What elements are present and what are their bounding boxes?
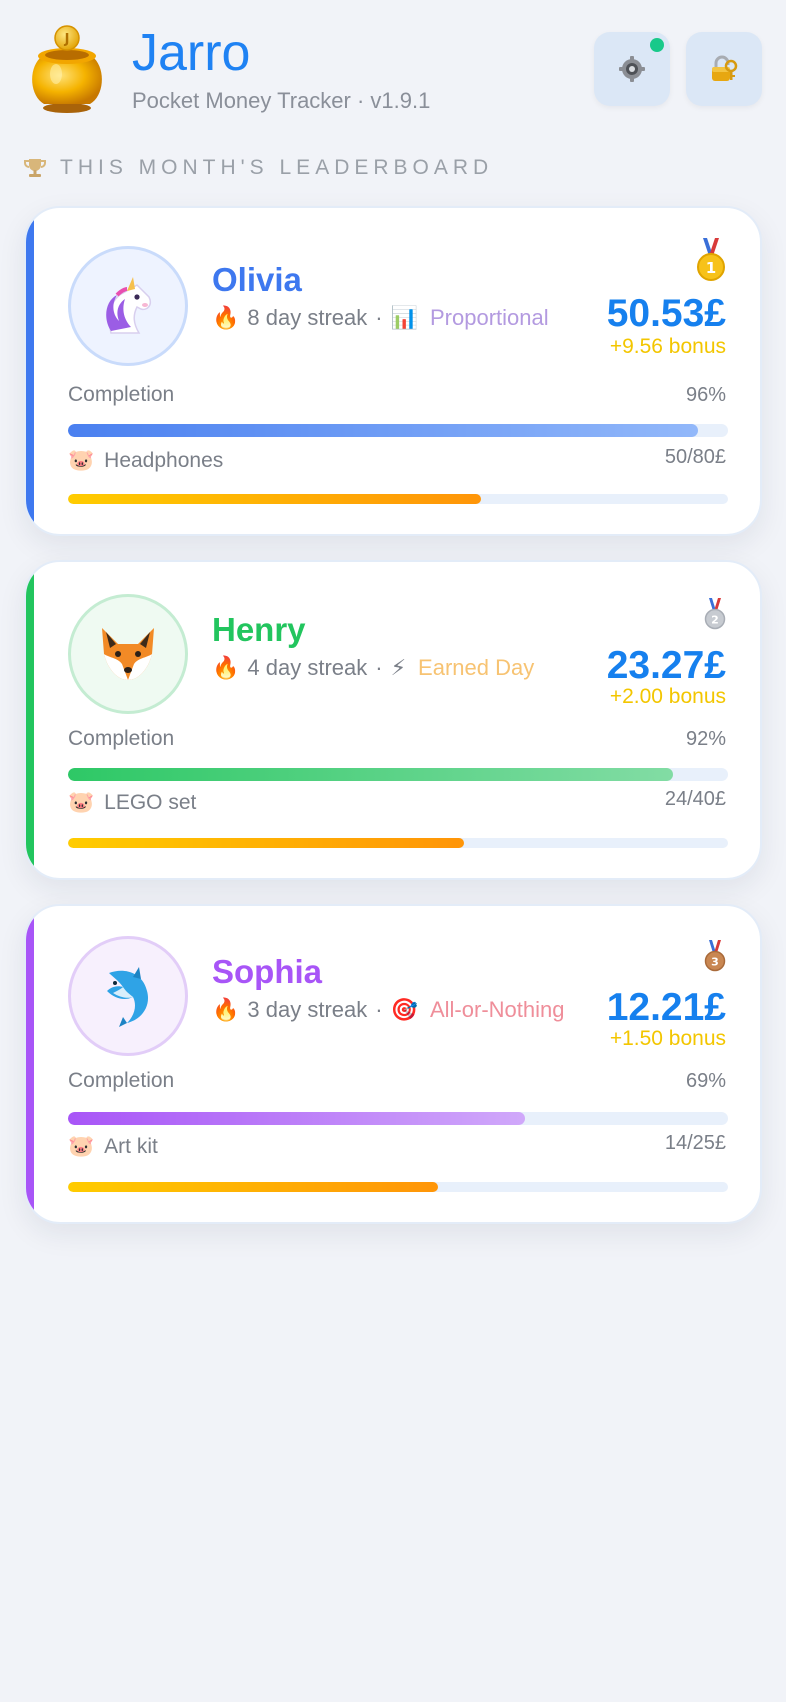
app-subtitle: Pocket Money Tracker · v1.9.1	[132, 88, 431, 113]
goal-bar	[68, 494, 728, 504]
goal-name: Art kit	[104, 1135, 158, 1158]
completion-value: 92%	[685, 728, 726, 750]
lock-icon	[712, 55, 738, 81]
goal-bar-fill	[68, 494, 481, 504]
meta-separator: ·	[375, 655, 383, 680]
completion-label: Completion	[68, 727, 175, 750]
kid-avatar	[68, 936, 188, 1056]
completion-value: 69%	[685, 1070, 726, 1092]
completion-bar-fill	[68, 1112, 526, 1125]
svg-text:1: 1	[706, 259, 716, 277]
fox-icon	[102, 628, 154, 680]
completion-label: Completion	[68, 383, 175, 406]
app-header: J Jarro Pocket Money Tracker · v1.9.1	[0, 0, 786, 130]
completion-value: 96%	[685, 384, 726, 406]
gold-medal-icon: 1	[696, 238, 726, 287]
kid-name: Sophia	[212, 953, 323, 990]
svg-text:2: 2	[711, 614, 719, 627]
goal-bar-fill	[68, 838, 464, 848]
silver-medal-icon: 2	[704, 598, 726, 635]
dolphin-icon	[107, 967, 149, 1027]
settings-button[interactable]	[594, 32, 670, 106]
bronze-medal-icon: 3	[704, 940, 726, 977]
notification-dot	[650, 38, 664, 52]
goal-value: 50/80£	[664, 446, 726, 468]
goal-value: 24/40£	[664, 788, 726, 810]
bonus-amount: +1.50 bonus	[609, 1027, 726, 1050]
completion-label: Completion	[68, 1069, 175, 1092]
completion-bar	[68, 1112, 728, 1125]
card-accent-stripe	[26, 208, 34, 534]
completion-bar	[68, 768, 728, 781]
goal-bar	[68, 838, 728, 848]
kid-meta: 🔥 3 day streak · 🎯 All-or-Nothing	[212, 996, 564, 1024]
svg-text:3: 3	[711, 956, 719, 969]
kid-name: Olivia	[212, 261, 302, 298]
unicorn-icon	[106, 277, 152, 334]
app-title: Jarro	[132, 24, 251, 82]
goal-label: 🐷 Art kit	[68, 1134, 158, 1160]
leaderboard-title: THIS MONTH'S LEADERBOARD	[60, 156, 494, 179]
card-accent-stripe	[26, 562, 34, 878]
gear-icon	[619, 56, 645, 82]
bonus-amount: +2.00 bonus	[609, 685, 726, 708]
completion-bar	[68, 424, 728, 437]
piggy-bank-icon: 🐷	[68, 1135, 95, 1158]
goal-bar	[68, 1182, 728, 1192]
goal-name: LEGO set	[104, 791, 197, 814]
kid-name: Henry	[212, 611, 306, 648]
payout-mode: Earned Day	[418, 655, 535, 680]
meta-separator: ·	[375, 305, 383, 330]
kid-card-olivia[interactable]: Olivia 🔥 8 day streak · 📊 Proportional 1…	[24, 206, 762, 536]
lock-button[interactable]	[686, 32, 762, 106]
payout-mode: All-or-Nothing	[429, 997, 565, 1022]
fire-icon: 🔥	[212, 305, 240, 330]
goal-label: 🐷 LEGO set	[68, 790, 196, 816]
fire-icon: 🔥	[212, 997, 240, 1022]
kid-avatar	[68, 594, 188, 714]
target-icon: 🎯	[390, 997, 418, 1022]
goal-name: Headphones	[104, 449, 224, 472]
svg-text:J: J	[64, 32, 70, 47]
chart-icon: 📊	[390, 305, 418, 330]
piggy-bank-icon: 🐷	[68, 449, 95, 472]
payout-mode: Proportional	[429, 305, 549, 330]
kid-card-sophia[interactable]: Sophia 🔥 3 day streak · 🎯 All-or-Nothing…	[24, 904, 762, 1224]
trophy-icon	[24, 159, 46, 177]
lightning-icon: ⚡	[390, 655, 407, 680]
completion-bar-fill	[68, 768, 673, 781]
streak-text: 8 day streak	[247, 305, 368, 330]
balance-amount: 12.21£	[606, 986, 726, 1029]
balance-amount: 50.53£	[606, 292, 726, 335]
streak-text: 3 day streak	[247, 997, 368, 1022]
goal-bar-fill	[68, 1182, 438, 1192]
kid-avatar	[68, 246, 188, 366]
money-pot-icon: J	[32, 25, 102, 113]
streak-text: 4 day streak	[247, 655, 368, 680]
balance-amount: 23.27£	[606, 644, 726, 687]
kid-card-henry[interactable]: Henry 🔥 4 day streak · ⚡ Earned Day 2 23…	[24, 560, 762, 880]
goal-label: 🐷 Headphones	[68, 448, 223, 474]
kid-meta: 🔥 8 day streak · 📊 Proportional	[212, 304, 549, 332]
kid-meta: 🔥 4 day streak · ⚡ Earned Day	[212, 654, 534, 682]
fire-icon: 🔥	[212, 655, 240, 680]
card-accent-stripe	[26, 906, 34, 1222]
completion-bar-fill	[68, 424, 699, 437]
bonus-amount: +9.56 bonus	[609, 335, 726, 358]
goal-value: 14/25£	[664, 1132, 726, 1154]
meta-separator: ·	[375, 997, 383, 1022]
piggy-bank-icon: 🐷	[68, 791, 95, 814]
leaderboard-label: THIS MONTH'S LEADERBOARD	[24, 156, 493, 180]
